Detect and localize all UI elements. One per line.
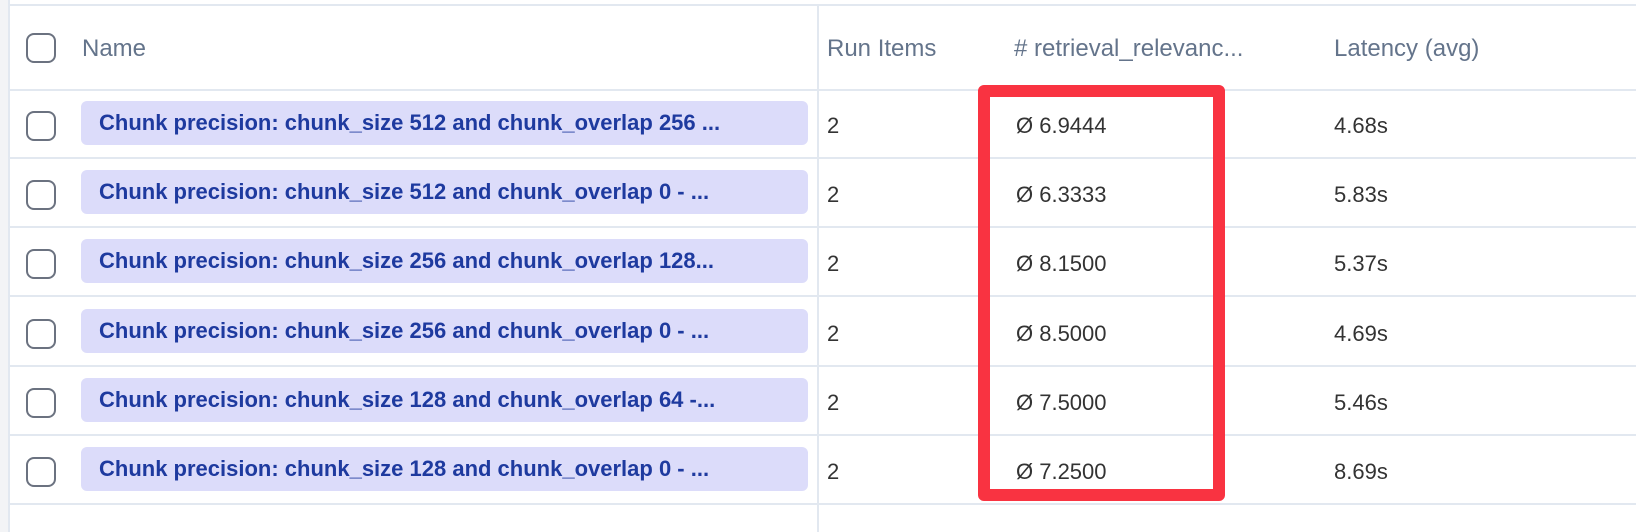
latency-cell: 5.37s [1334, 251, 1388, 277]
run-name-link[interactable]: Chunk precision: chunk_size 512 and chun… [81, 101, 808, 145]
row-checkbox[interactable] [26, 180, 56, 211]
latency-cell: 4.69s [1334, 320, 1388, 346]
left-border [0, 0, 10, 532]
run-name-link[interactable]: Chunk precision: chunk_size 256 and chun… [81, 239, 808, 284]
column-header-run-items[interactable]: Run Items [827, 35, 937, 62]
column-header-latency[interactable]: Latency (avg) [1334, 35, 1480, 62]
row-checkbox[interactable] [26, 111, 56, 141]
row-checkbox[interactable] [26, 318, 56, 349]
table-row[interactable]: Chunk precision: chunk_size 256 and chun… [10, 298, 1636, 367]
table-row[interactable]: Chunk precision: chunk_size 256 and chun… [10, 228, 1636, 298]
retrieval-relevance-cell: Ø 6.9444 [1016, 113, 1107, 138]
retrieval-relevance-cell: Ø 7.5000 [1016, 389, 1107, 415]
table-header: Name Run Items # retrieval_relevanc... L… [10, 6, 1636, 91]
run-items-cell: 2 [827, 113, 840, 138]
latency-cell: 5.83s [1334, 182, 1388, 208]
retrieval-relevance-cell: Ø 8.1500 [1016, 251, 1107, 277]
row-checkbox[interactable] [26, 249, 56, 280]
retrieval-relevance-cell: Ø 8.5000 [1016, 320, 1107, 346]
table-row[interactable]: Chunk precision: chunk_size 128 and chun… [10, 367, 1636, 436]
run-items-cell: 2 [827, 389, 840, 415]
retrieval-relevance-cell: Ø 7.2500 [1016, 459, 1107, 484]
column-divider [817, 6, 819, 532]
column-header-retrieval-relevance[interactable]: # retrieval_relevanc... [1014, 35, 1244, 62]
latency-cell: 5.46s [1334, 389, 1388, 415]
latency-cell: 8.69s [1334, 459, 1388, 484]
run-items-cell: 2 [827, 251, 840, 277]
column-header-name[interactable]: Name [82, 35, 147, 62]
run-name-link[interactable]: Chunk precision: chunk_size 128 and chun… [81, 377, 808, 422]
select-all-checkbox[interactable] [26, 33, 56, 63]
run-items-cell: 2 [827, 459, 840, 484]
top-divider [8, 4, 1636, 6]
table-row[interactable]: Chunk precision: chunk_size 128 and chun… [10, 436, 1636, 505]
retrieval-relevance-cell: Ø 6.3333 [1016, 182, 1107, 208]
run-name-link[interactable]: Chunk precision: chunk_size 512 and chun… [81, 170, 808, 215]
table-row[interactable]: Chunk precision: chunk_size 512 and chun… [10, 159, 1636, 229]
highlight-box [978, 85, 1225, 501]
row-checkbox[interactable] [26, 387, 56, 418]
latency-cell: 4.68s [1334, 113, 1388, 138]
run-items-cell: 2 [827, 320, 840, 346]
run-name-link[interactable]: Chunk precision: chunk_size 128 and chun… [81, 447, 808, 491]
run-items-cell: 2 [827, 182, 840, 208]
table-row[interactable]: Chunk precision: chunk_size 512 and chun… [10, 90, 1636, 159]
run-name-link[interactable]: Chunk precision: chunk_size 256 and chun… [81, 308, 808, 353]
row-checkbox[interactable] [26, 457, 56, 487]
